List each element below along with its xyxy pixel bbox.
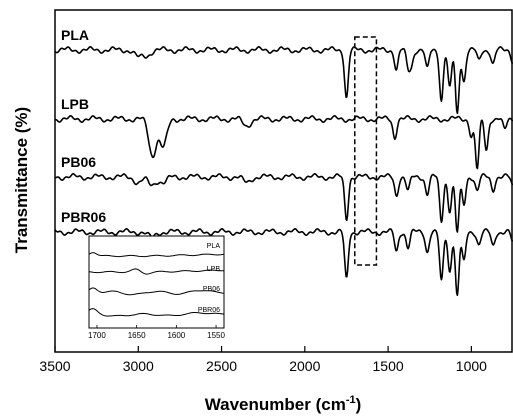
trace-lpb xyxy=(54,115,513,170)
plot-area xyxy=(54,9,513,353)
inset-label-pbr06: PBR06 xyxy=(198,307,220,314)
spectra-traces xyxy=(54,46,513,297)
inset-label-pb06: PB06 xyxy=(203,286,220,293)
series-label-pb06: PB06 xyxy=(61,154,96,170)
inset-x-tick-label: 1700 xyxy=(88,331,106,340)
x-tick-label: 3000 xyxy=(123,358,154,374)
x-tick-label: 1500 xyxy=(373,358,404,374)
inset-label-lpb: LPB xyxy=(207,266,221,273)
x-axis-title: Wavenumber (cm-1) xyxy=(205,394,362,414)
series-label-pbr06: PBR06 xyxy=(61,209,106,225)
series-label-lpb: LPB xyxy=(61,96,89,112)
trace-pbr06 xyxy=(54,228,513,297)
x-axis: 3500 3000 2500 2000 1500 1000 xyxy=(39,346,487,374)
x-tick-label: 1000 xyxy=(456,358,487,374)
inset-trace-lpb xyxy=(88,268,225,275)
x-tick-label: 3500 xyxy=(39,358,70,374)
inset-x-tick-label: 1600 xyxy=(167,331,185,340)
inset-x-tick-label: 1650 xyxy=(128,331,146,340)
trace-pla xyxy=(54,46,513,115)
highlight-box xyxy=(354,36,378,266)
series-labels: PLA LPB PB06 PBR06 xyxy=(61,27,106,225)
x-tick-label: 2000 xyxy=(289,358,320,374)
inset-frame xyxy=(88,235,225,329)
x-tick-label: 2500 xyxy=(206,358,237,374)
inset-x-tick-label: 1550 xyxy=(207,331,225,340)
inset-trace-pbr06 xyxy=(88,308,225,317)
inset-trace-pb06 xyxy=(88,287,225,296)
trace-pb06 xyxy=(54,173,513,233)
series-label-pla: PLA xyxy=(61,27,89,43)
plot-frame xyxy=(54,9,513,353)
inset-label-pla: PLA xyxy=(207,243,221,250)
y-axis-title: Transmittance (%) xyxy=(12,107,31,253)
inset-plot: 1700 1650 1600 1550 PLA LPB PB06 PBR06 xyxy=(88,235,226,340)
inset-trace-pla xyxy=(88,252,225,258)
